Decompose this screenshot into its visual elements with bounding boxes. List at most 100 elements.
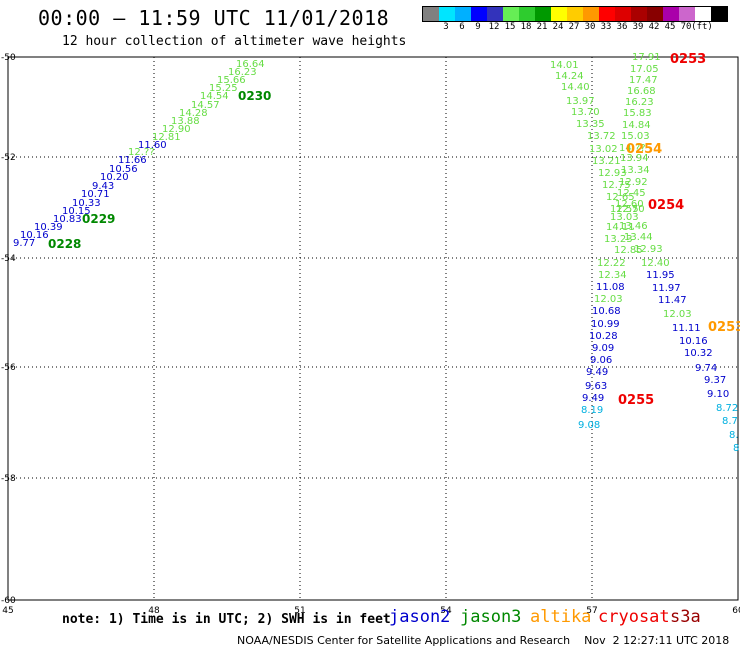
pass-time-label: 0255 [618, 393, 654, 408]
colorbar-tick-label: 3 [443, 22, 449, 32]
swh-value-label: 12.90 [162, 124, 191, 135]
colorbar-swatch [503, 7, 519, 21]
swh-value-label: 12.93 [634, 244, 663, 255]
swh-value-label: 13.02 [589, 144, 618, 155]
swh-value-label: 16.23 [228, 67, 257, 78]
swh-value-label: 14.11 [606, 222, 635, 233]
swh-value-label: 12.22 [597, 258, 626, 269]
swh-value-label: 13.70 [571, 107, 600, 118]
swh-value-label: 11.60 [138, 140, 167, 151]
swh-value-label: 13.35 [576, 119, 605, 130]
pass-time-label: 0253 [670, 52, 706, 67]
swh-value-label: 12.03 [663, 309, 692, 320]
y-tick-label: -52 [1, 153, 16, 163]
swh-value-label: 14.54 [200, 91, 229, 102]
colorbar-tick-label: 70 [680, 22, 692, 32]
colorbar-swatch [519, 7, 535, 21]
swh-value-label: 12.93 [598, 168, 627, 179]
swh-value-label: 11.47 [658, 295, 687, 306]
colorbar-tick-label: (ft) [691, 22, 713, 32]
swh-value-label: 13.23 [604, 234, 633, 245]
swh-value-label: 11.08 [596, 282, 625, 293]
colorbar-tick-label: 21 [536, 22, 548, 32]
swh-value-label: 17.47 [629, 75, 658, 86]
swh-value-label: 8.19 [581, 405, 603, 416]
swh-value-label: 14.?? [619, 143, 646, 154]
colorbar-swatch [455, 7, 471, 21]
footer-note: note: 1) Time is in UTC; 2) SWH is in fe… [62, 612, 391, 627]
colorbar-swatch [695, 7, 711, 21]
colorbar-swatch [647, 7, 663, 21]
swh-value-label: 13.03 [610, 212, 639, 223]
legend-item-jason2: jason2 [389, 607, 451, 627]
colorbar-swatch [679, 7, 695, 21]
pass-time-label: 0254 [626, 142, 662, 157]
swh-value-label: 12.65 [606, 192, 635, 203]
swh-value-label: 10.28 [589, 331, 618, 342]
swh-value-label: 12.34 [598, 270, 627, 281]
swh-value-label: 11.11 [672, 323, 701, 334]
y-tick-label: -60 [1, 596, 16, 606]
swh-value-label: 12.85 [614, 245, 643, 256]
swh-value-label: 17.91 [632, 52, 661, 63]
swh-value-label: 12.60 [615, 199, 644, 210]
swh-value-label: 9.10 [707, 389, 729, 400]
swh-value-label: 15.83 [623, 108, 652, 119]
swh-value-label: 11.95 [646, 270, 675, 281]
swh-value-label: 17.05 [630, 64, 659, 75]
swh-value-label: 9.06 [590, 355, 612, 366]
swh-value-label: 9.09 [592, 343, 614, 354]
swh-value-label: 10.16 [20, 230, 49, 241]
colorbar-swatch [631, 7, 647, 21]
pass-time-label: 0228 [48, 237, 81, 251]
swh-value-label: 8 [733, 443, 739, 454]
swh-value-label: 13.44 [624, 232, 653, 243]
y-tick-label: -50 [1, 53, 16, 63]
swh-value-label: 10.39 [34, 222, 63, 233]
swh-value-label: 15.25 [209, 83, 238, 94]
swh-value-label: 14.28 [179, 108, 208, 119]
swh-value-label: 10.20 [100, 172, 129, 183]
legend-item-altika: altika [530, 607, 592, 627]
map-subtitle: 12 hour collection of altimeter wave hei… [62, 34, 407, 49]
colorbar-tick-label: 30 [584, 22, 596, 32]
pass-time-label: 0253 [708, 320, 740, 335]
colorbar-tick-label: 36 [616, 22, 628, 32]
y-tick-label: -56 [1, 363, 16, 373]
pass-time-label: 0230 [238, 89, 271, 103]
colorbar-tick-label: 18 [520, 22, 532, 32]
colorbar-tick-label: 15 [504, 22, 516, 32]
legend-item-cryosat: cryosat [598, 607, 670, 627]
colorbar-swatch [711, 7, 727, 21]
pass-time-label: 0254 [648, 198, 684, 213]
swh-value-label: 12.81 [152, 132, 181, 143]
swh-value-label: 9.49 [586, 367, 608, 378]
swh-value-label: 13.88 [171, 116, 200, 127]
map-title: 00:00 — 11:59 UTC 11/01/2018 [38, 6, 390, 30]
swh-value-label: 16.68 [627, 86, 656, 97]
colorbar-swatch [599, 7, 615, 21]
swh-value-label: 11.66 [118, 155, 147, 166]
swh-value-label: 9.37 [704, 375, 726, 386]
swh-value-label: 8.7 [722, 416, 738, 427]
swh-value-label: 10.56 [109, 164, 138, 175]
swh-value-label: 9.74 [695, 363, 717, 374]
swh-value-label: 12.45 [617, 188, 646, 199]
swh-value-label: 9.49 [582, 393, 604, 404]
swh-value-label: 14.24 [555, 71, 584, 82]
swh-value-label: 13.72 [587, 131, 616, 142]
x-tick-label: 60 [732, 606, 740, 616]
swh-value-label: 14.84 [622, 120, 651, 131]
swh-value-label: 16.23 [625, 97, 654, 108]
swh-value-label: 15.66 [217, 75, 246, 86]
swh-value-label: 14.40 [561, 82, 590, 93]
swh-value-label: 8.72 [716, 403, 738, 414]
swh-value-label: 10.33 [72, 198, 101, 209]
map-frame [7, 56, 739, 601]
swh-value-label: 12.?? [128, 147, 155, 158]
swh-value-label: 15.03 [621, 131, 650, 142]
swh-value-label: 11.97 [652, 283, 681, 294]
colorbar-swatch [423, 7, 439, 21]
swh-value-label: 14.57 [191, 100, 220, 111]
